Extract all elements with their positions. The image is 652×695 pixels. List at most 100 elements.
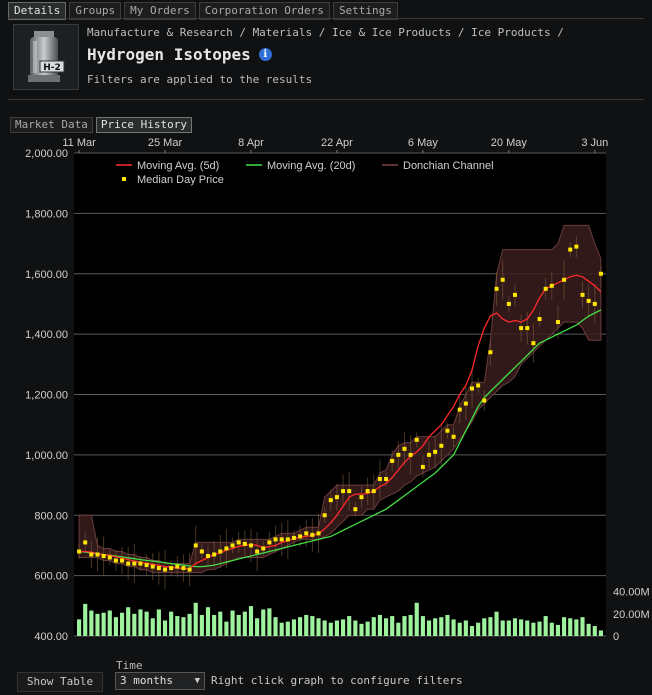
- volume-bar: [525, 620, 530, 636]
- median-point: [107, 555, 112, 560]
- median-point: [353, 507, 358, 512]
- x-tick-label: 20 May: [491, 137, 528, 149]
- median-point: [494, 286, 499, 291]
- volume-bar: [334, 620, 339, 636]
- volume-bar: [414, 602, 419, 636]
- tab-groups[interactable]: Groups: [69, 2, 122, 20]
- divider: [8, 18, 644, 19]
- median-point: [273, 537, 278, 542]
- median-point: [206, 554, 210, 559]
- median-point: [506, 301, 511, 306]
- time-range-select[interactable]: 3 months ▼: [115, 672, 205, 690]
- median-point: [341, 489, 346, 494]
- median-point: [414, 437, 419, 442]
- median-point: [377, 477, 382, 482]
- volume-bar: [230, 610, 235, 636]
- legend-median-label: Median Day Price: [137, 174, 224, 186]
- volume-bar: [359, 623, 364, 636]
- median-point: [236, 540, 241, 545]
- median-point: [304, 531, 309, 536]
- x-tick-label: 3 Jun: [581, 137, 608, 149]
- sub-tab-bar: Market Data Price History: [10, 117, 192, 133]
- tab-settings[interactable]: Settings: [332, 2, 398, 20]
- volume-bar: [451, 619, 456, 636]
- volume-bar: [95, 613, 100, 636]
- ma20-line: [79, 309, 602, 568]
- volume-bar: [156, 609, 161, 636]
- ma5-line: [79, 274, 602, 570]
- median-point: [537, 317, 542, 322]
- volume-bar: [519, 619, 524, 636]
- tab-my-orders[interactable]: My Orders: [124, 2, 196, 20]
- median-point: [476, 383, 481, 388]
- tab-market-data[interactable]: Market Data: [10, 117, 93, 133]
- x-tick-label: 8 Apr: [238, 137, 264, 149]
- median-point: [555, 320, 560, 325]
- volume-bar: [586, 623, 591, 636]
- tab-corporation-orders[interactable]: Corporation Orders: [198, 2, 330, 20]
- info-icon[interactable]: i: [258, 48, 272, 61]
- volume-bar: [83, 603, 88, 636]
- median-point: [255, 549, 260, 554]
- tab-price-history[interactable]: Price History: [95, 117, 192, 133]
- volume-bar: [126, 607, 131, 636]
- y-tick-label: 1,000.00: [25, 450, 68, 462]
- volume-bar: [236, 614, 241, 636]
- tab-details[interactable]: Details: [8, 2, 67, 20]
- median-point: [427, 452, 432, 457]
- median-point: [470, 386, 474, 391]
- volume-bar: [500, 620, 505, 636]
- volume-bar: [408, 614, 413, 636]
- median-point: [463, 401, 468, 406]
- median-point: [365, 489, 370, 494]
- volume-bar: [433, 618, 438, 636]
- volume-bar: [476, 622, 481, 636]
- volume-bar: [212, 614, 217, 636]
- volume-bar: [506, 620, 511, 636]
- volume-bar: [568, 618, 573, 636]
- median-point: [408, 452, 413, 457]
- volume-tick-label: 40.00M: [613, 587, 650, 599]
- title-row: Hydrogen Isotopes i: [87, 45, 272, 64]
- x-tick-label: 11 Mar: [62, 137, 96, 149]
- show-table-button[interactable]: Show Table: [17, 672, 103, 692]
- volume-bar: [273, 617, 278, 636]
- median-point: [580, 292, 585, 297]
- median-point: [568, 247, 573, 252]
- price-history-chart[interactable]: 2,000.00 1,800.00 1,600.00 1,400.00 1,200.00…: [0, 132, 652, 652]
- median-point: [531, 341, 536, 346]
- median-point: [230, 543, 235, 548]
- y-tick-label: 1,800.00: [25, 208, 68, 220]
- item-icon[interactable]: H-2: [13, 24, 79, 90]
- x-tick-label: 22 Apr: [321, 137, 353, 149]
- y-tick-label: 800.00: [34, 510, 68, 522]
- legend-donchian-label: Donchian Channel: [403, 160, 494, 172]
- volume-bar: [592, 626, 597, 636]
- median-point: [334, 495, 339, 500]
- volume-bar: [193, 602, 198, 636]
- filters-note: Filters are applied to the results: [87, 73, 313, 86]
- median-point: [384, 477, 389, 482]
- volume-bar: [457, 622, 462, 636]
- volume-bar: [488, 617, 493, 636]
- chart-legend: Moving Avg. (5d) Moving Avg. (20d) Donch…: [116, 160, 494, 186]
- median-point: [451, 434, 456, 439]
- volume-tick-label: 20.00M: [613, 609, 650, 621]
- median-point: [420, 464, 425, 469]
- median-point: [150, 564, 155, 569]
- median-point: [519, 326, 524, 331]
- median-point: [396, 452, 401, 457]
- median-points: [77, 244, 603, 572]
- median-point: [598, 271, 603, 276]
- median-point: [126, 561, 131, 566]
- volume-bar: [537, 621, 542, 636]
- canister-icon: H-2: [14, 25, 78, 89]
- volume-bar: [119, 612, 125, 636]
- median-point: [101, 554, 106, 559]
- volume-bar: [439, 617, 444, 636]
- volume-bar: [89, 610, 94, 636]
- median-point: [120, 558, 125, 563]
- median-point: [95, 552, 100, 557]
- volume-bar: [77, 619, 82, 636]
- breadcrumb[interactable]: Manufacture & Research / Materials / Ice…: [87, 26, 564, 39]
